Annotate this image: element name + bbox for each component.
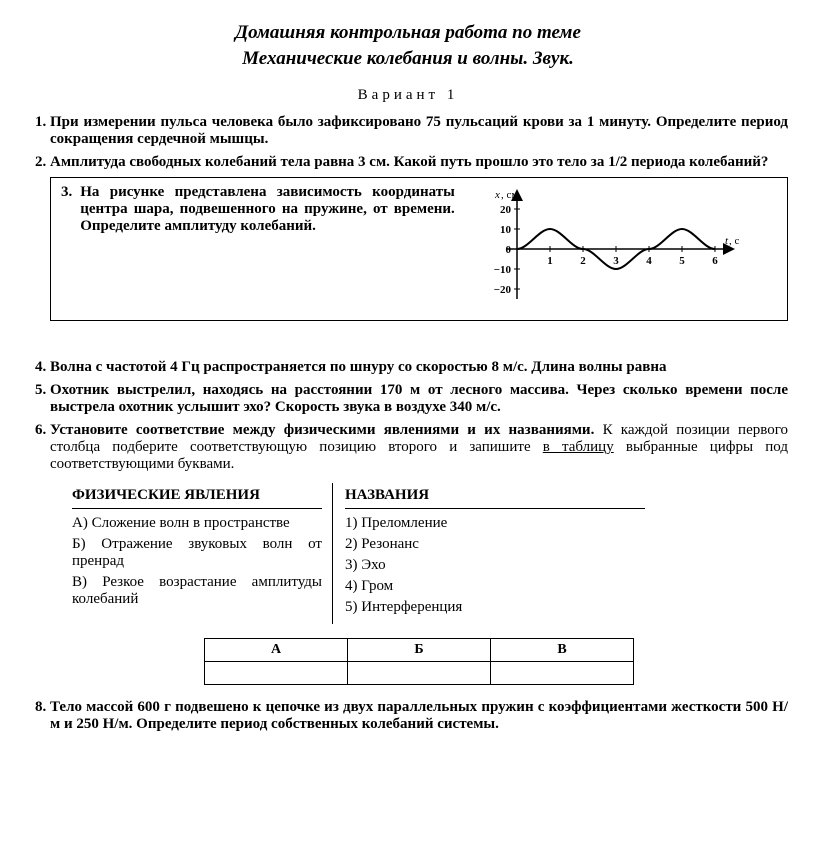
task-6: Установите соответствие между физическим…	[50, 422, 788, 685]
task-4-text: Волна с частотой 4 Гц распространяется п…	[50, 359, 666, 375]
task-3-text-col: 3. На рисунке представлена зависимость к…	[61, 184, 455, 235]
match-right-1: 1) Преломление	[345, 515, 645, 532]
task-3-number: 3.	[61, 184, 72, 235]
answer-cell-a[interactable]	[205, 662, 348, 685]
match-right-col: НАЗВАНИЯ 1) Преломление 2) Резонанс 3) Э…	[333, 483, 655, 624]
svg-text:20: 20	[500, 204, 512, 216]
task-3-box: 3. На рисунке представлена зависимость к…	[50, 177, 788, 321]
variant-label: Вариант 1	[28, 87, 788, 104]
task-2-text: Амплитуда свободных колебаний тела равна…	[50, 154, 768, 170]
svg-text:, см: , см	[501, 189, 518, 201]
answer-col-v: В	[491, 639, 634, 662]
svg-text:1: 1	[547, 255, 553, 267]
svg-text:, с: , с	[729, 235, 740, 247]
svg-text:2: 2	[580, 255, 586, 267]
svg-text:10: 10	[500, 224, 512, 236]
svg-text:0: 0	[505, 244, 511, 256]
svg-text:3: 3	[613, 255, 619, 267]
svg-text:5: 5	[679, 255, 685, 267]
svg-text:4: 4	[646, 255, 652, 267]
task-6-note-underline: в таблицу	[543, 439, 614, 455]
chart-svg: 20 10 0 −10 −20 1 2	[467, 184, 747, 314]
match-right-2: 2) Резонанс	[345, 536, 645, 553]
task-3-text: На рисунке представлена зависимость коор…	[80, 184, 455, 235]
oscillation-chart: 20 10 0 −10 −20 1 2	[467, 184, 747, 314]
match-table: ФИЗИЧЕСКИЕ ЯВЛЕНИЯ А) Сложение волн в пр…	[72, 483, 788, 624]
task-2: Амплитуда свободных колебаний тела равна…	[50, 154, 788, 353]
match-left-a: А) Сложение волн в пространстве	[72, 515, 322, 532]
answer-col-b: Б	[348, 639, 491, 662]
match-right-3: 3) Эхо	[345, 557, 645, 574]
task-5: Охотник выстрелил, находясь на расстояни…	[50, 382, 788, 416]
svg-text:−10: −10	[494, 264, 512, 276]
answer-col-a: А	[205, 639, 348, 662]
page-title: Домашняя контрольная работа по теме Меха…	[28, 20, 788, 71]
svg-text:6: 6	[712, 255, 718, 267]
match-right-5: 5) Интерференция	[345, 599, 645, 616]
task-4: Волна с частотой 4 Гц распространяется п…	[50, 359, 788, 376]
task-8-text: Тело массой 600 г подвешено к цепочке из…	[50, 699, 788, 732]
task-6-bold: Установите соответствие между физическим…	[50, 422, 594, 438]
task-5-text: Охотник выстрелил, находясь на расстояни…	[50, 382, 788, 415]
title-line-2: Механические колебания и волны. Звук.	[242, 48, 574, 69]
match-left-b: Б) Отражение звуковых волн от пренрад	[72, 536, 322, 570]
answer-cell-b[interactable]	[348, 662, 491, 685]
answer-cell-v[interactable]	[491, 662, 634, 685]
answer-table: А Б В	[204, 638, 634, 685]
task-list: При измерении пульса человека было зафик…	[28, 114, 788, 733]
task-1-text: При измерении пульса человека было зафик…	[50, 114, 788, 147]
title-line-1: Домашняя контрольная работа по теме	[235, 22, 581, 43]
task-8: Тело массой 600 г подвешено к цепочке из…	[50, 699, 788, 733]
match-left-c: В) Резкое возрастание амплитуды колебани…	[72, 574, 322, 608]
match-right-header: НАЗВАНИЯ	[345, 487, 645, 509]
match-left-header: ФИЗИЧЕСКИЕ ЯВЛЕНИЯ	[72, 487, 322, 509]
task-1: При измерении пульса человека было зафик…	[50, 114, 788, 148]
match-right-4: 4) Гром	[345, 578, 645, 595]
svg-text:x: x	[494, 189, 500, 201]
match-left-col: ФИЗИЧЕСКИЕ ЯВЛЕНИЯ А) Сложение волн в пр…	[72, 483, 333, 624]
svg-text:−20: −20	[494, 284, 512, 296]
